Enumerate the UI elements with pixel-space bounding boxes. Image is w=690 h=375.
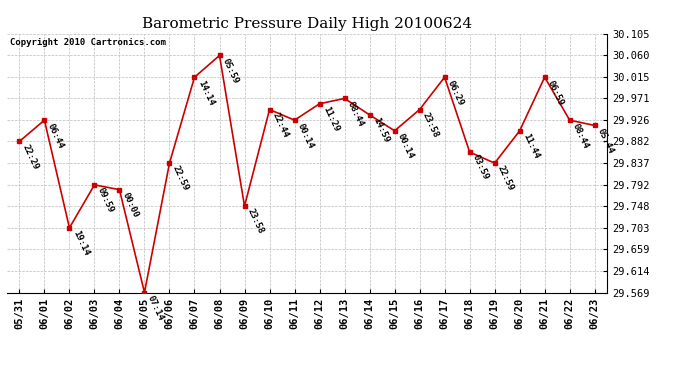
Text: 06:44: 06:44 (46, 122, 66, 150)
Text: 22:44: 22:44 (271, 111, 290, 139)
Text: 22:29: 22:29 (21, 143, 40, 171)
Text: 00:14: 00:14 (396, 132, 415, 160)
Text: 23:58: 23:58 (246, 207, 266, 236)
Text: 00:14: 00:14 (296, 122, 315, 150)
Text: 14:14: 14:14 (196, 79, 215, 107)
Text: 05:59: 05:59 (221, 57, 240, 85)
Text: 14:59: 14:59 (371, 116, 391, 144)
Title: Barometric Pressure Daily High 20100624: Barometric Pressure Daily High 20100624 (142, 17, 472, 31)
Text: 23:58: 23:58 (421, 111, 440, 139)
Text: 06:29: 06:29 (446, 79, 466, 107)
Text: 19:14: 19:14 (71, 229, 90, 257)
Text: 05:44: 05:44 (596, 127, 615, 155)
Text: 11:44: 11:44 (521, 132, 540, 160)
Text: 03:59: 03:59 (471, 153, 491, 182)
Text: 08:44: 08:44 (571, 122, 591, 150)
Text: 09:59: 09:59 (96, 186, 115, 214)
Text: 22:59: 22:59 (496, 165, 515, 193)
Text: 06:59: 06:59 (546, 79, 566, 107)
Text: 08:44: 08:44 (346, 100, 366, 128)
Text: 22:59: 22:59 (171, 165, 190, 193)
Text: 11:29: 11:29 (321, 105, 340, 133)
Text: 07:14: 07:14 (146, 294, 166, 322)
Text: 00:00: 00:00 (121, 191, 140, 219)
Text: Copyright 2010 Cartronics.com: Copyright 2010 Cartronics.com (10, 38, 166, 46)
